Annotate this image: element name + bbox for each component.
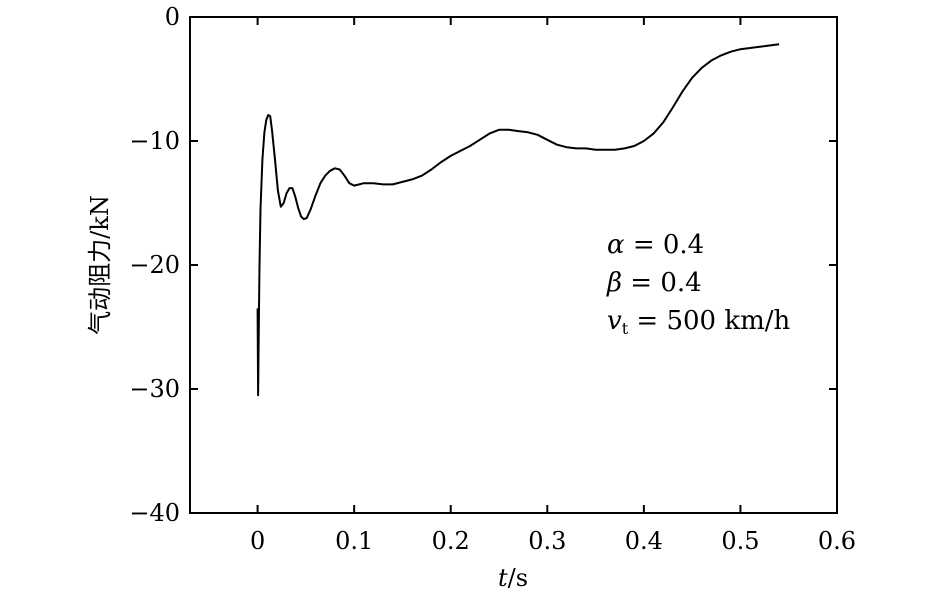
y-axis-ticks: 0 −10 −20 −30 −40	[129, 3, 837, 527]
x-axis-ticks: 0 0.1 0.2 0.3 0.4 0.5 0.6	[250, 17, 856, 555]
y-tick-label: −10	[129, 127, 180, 155]
parameter-annotation: α = 0.4 β = 0.4 vt = 500 km/h	[606, 230, 791, 338]
velocity-annotation: vt = 500 km/h	[607, 306, 791, 338]
x-tick-label: 0.4	[625, 527, 663, 555]
plot-frame	[189, 16, 838, 514]
alpha-annotation: α = 0.4	[607, 230, 704, 260]
x-tick-label: 0.2	[432, 527, 470, 555]
x-tick-label: 0.3	[528, 527, 566, 555]
y-tick-label: −40	[129, 499, 180, 527]
x-tick-label: 0.6	[818, 527, 856, 555]
x-tick-label: 0	[250, 527, 265, 555]
y-tick-label: −30	[129, 375, 180, 403]
x-axis-title: t/s	[498, 564, 528, 592]
beta-annotation: β = 0.4	[606, 268, 702, 298]
y-tick-label: 0	[165, 3, 180, 31]
y-tick-label: −20	[129, 251, 180, 279]
x-tick-label: 0.1	[335, 527, 373, 555]
y-axis-title: 气动阻力/kN	[86, 195, 114, 335]
drag-force-series-line	[256, 43, 780, 397]
x-tick-label: 0.5	[721, 527, 759, 555]
